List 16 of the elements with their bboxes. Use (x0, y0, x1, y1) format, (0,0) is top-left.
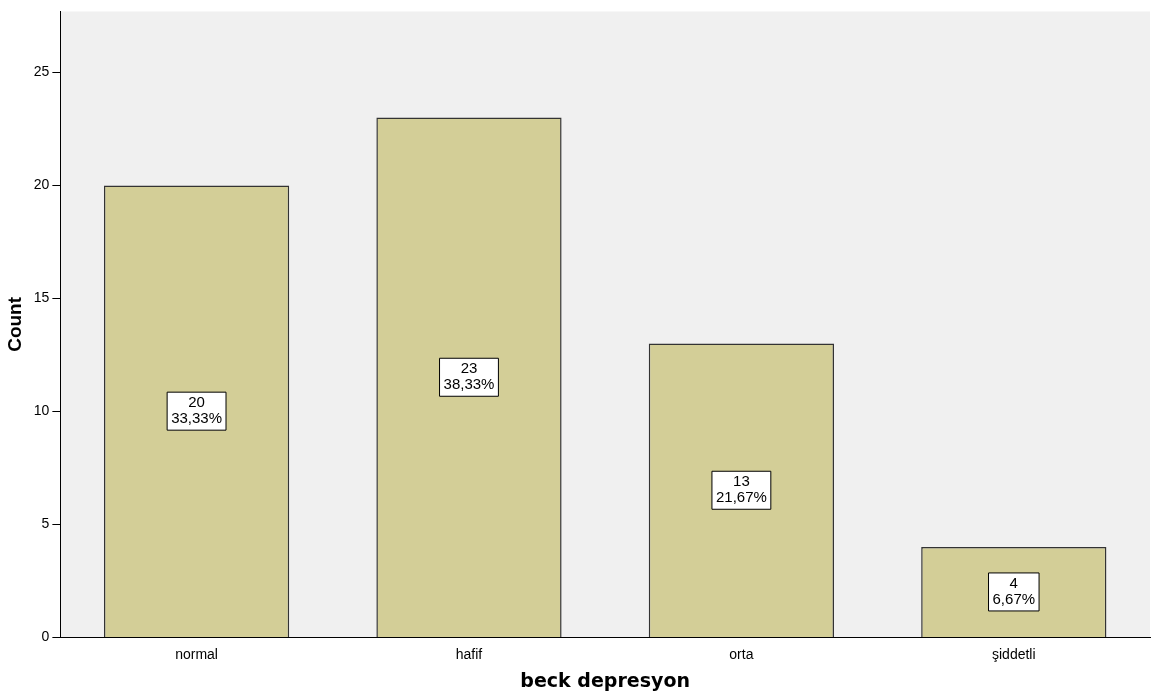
y-tick-label: 0 (41, 628, 50, 645)
data-label: 20 33,33% (171, 393, 223, 427)
y-tick-label: 5 (41, 515, 50, 532)
x-tick-label: orta (729, 645, 754, 662)
x-tick-label: normal (175, 645, 218, 662)
y-axis-title: Count (3, 296, 25, 352)
data-label: 23 38,33% (443, 359, 495, 393)
y-tick-label: 25 (33, 63, 50, 80)
y-tick-label: 20 (33, 176, 50, 193)
x-tick-label: şiddetli (992, 645, 1036, 662)
data-label: 13 21,67% (715, 472, 767, 506)
y-tick-label: 10 (33, 402, 50, 419)
data-label: 4 6,67% (992, 574, 1036, 608)
x-axis-title: beck depresyon (520, 668, 690, 691)
y-tick-label: 15 (33, 289, 50, 306)
x-tick-label: hafif (455, 645, 483, 662)
